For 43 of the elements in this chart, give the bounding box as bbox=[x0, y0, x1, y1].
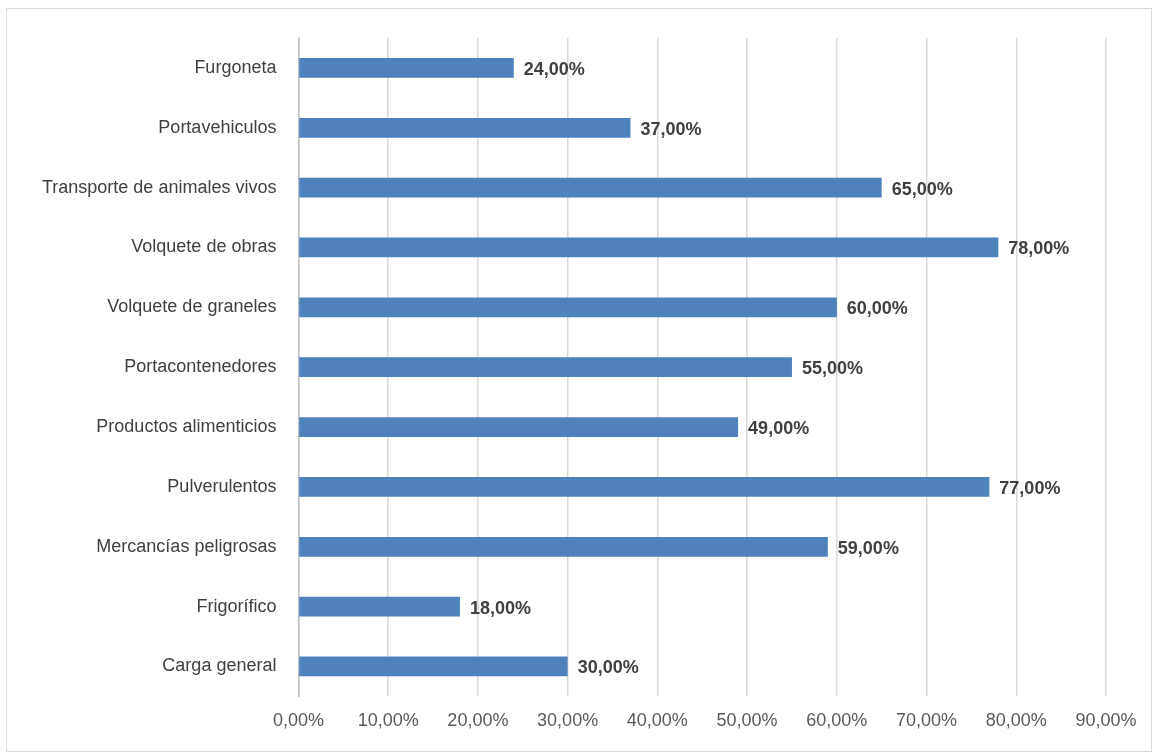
data-label: 65,00% bbox=[891, 178, 953, 199]
data-label: 49,00% bbox=[748, 418, 810, 439]
bar bbox=[299, 177, 882, 198]
data-label: 18,00% bbox=[469, 597, 532, 618]
x-tick-label: 60,00% bbox=[806, 710, 868, 731]
y-tick-label: Mercancías peligrosas bbox=[96, 535, 277, 556]
bar bbox=[299, 596, 460, 617]
x-tick-label: 10,00% bbox=[357, 710, 419, 731]
y-tick-label: Volquete de obras bbox=[131, 236, 277, 257]
data-label: 24,00% bbox=[523, 58, 585, 79]
x-tick-label: 0,00% bbox=[272, 710, 324, 731]
y-tick-label: Portacontenedores bbox=[124, 356, 277, 377]
x-tick-label: 50,00% bbox=[716, 710, 778, 731]
bar bbox=[299, 357, 792, 378]
data-label: 77,00% bbox=[999, 477, 1061, 498]
y-tick-label: Carga general bbox=[162, 655, 277, 676]
y-tick-label: Furgoneta bbox=[194, 56, 278, 77]
x-tick-label: 90,00% bbox=[1075, 710, 1137, 731]
x-tick-label: 80,00% bbox=[985, 710, 1047, 731]
data-label: 55,00% bbox=[801, 358, 864, 379]
y-tick-label: Frigorífico bbox=[196, 595, 277, 616]
x-tick-label: 20,00% bbox=[447, 710, 509, 731]
data-label: 78,00% bbox=[1008, 238, 1070, 259]
data-label: 30,00% bbox=[577, 657, 639, 678]
bar bbox=[299, 117, 631, 138]
bar bbox=[299, 536, 828, 557]
y-tick-label: Volquete de graneles bbox=[107, 296, 277, 317]
y-tick-label: Portavehiculos bbox=[158, 116, 277, 137]
bar bbox=[299, 477, 990, 497]
y-tick-label: Pulverulentos bbox=[167, 475, 277, 496]
bar bbox=[299, 58, 514, 78]
x-tick-label: 70,00% bbox=[896, 710, 958, 731]
y-tick-label: Productos alimenticios bbox=[96, 416, 277, 437]
bar bbox=[299, 237, 999, 258]
data-label: 37,00% bbox=[640, 118, 702, 139]
bar bbox=[299, 297, 837, 318]
bar bbox=[299, 656, 568, 677]
bar bbox=[299, 417, 739, 437]
x-tick-label: 40,00% bbox=[626, 710, 688, 731]
y-tick-label: Transporte de animales vivos bbox=[41, 176, 277, 197]
x-tick-label: 30,00% bbox=[537, 710, 599, 731]
data-label: 59,00% bbox=[837, 537, 899, 558]
data-label: 60,00% bbox=[846, 298, 908, 319]
